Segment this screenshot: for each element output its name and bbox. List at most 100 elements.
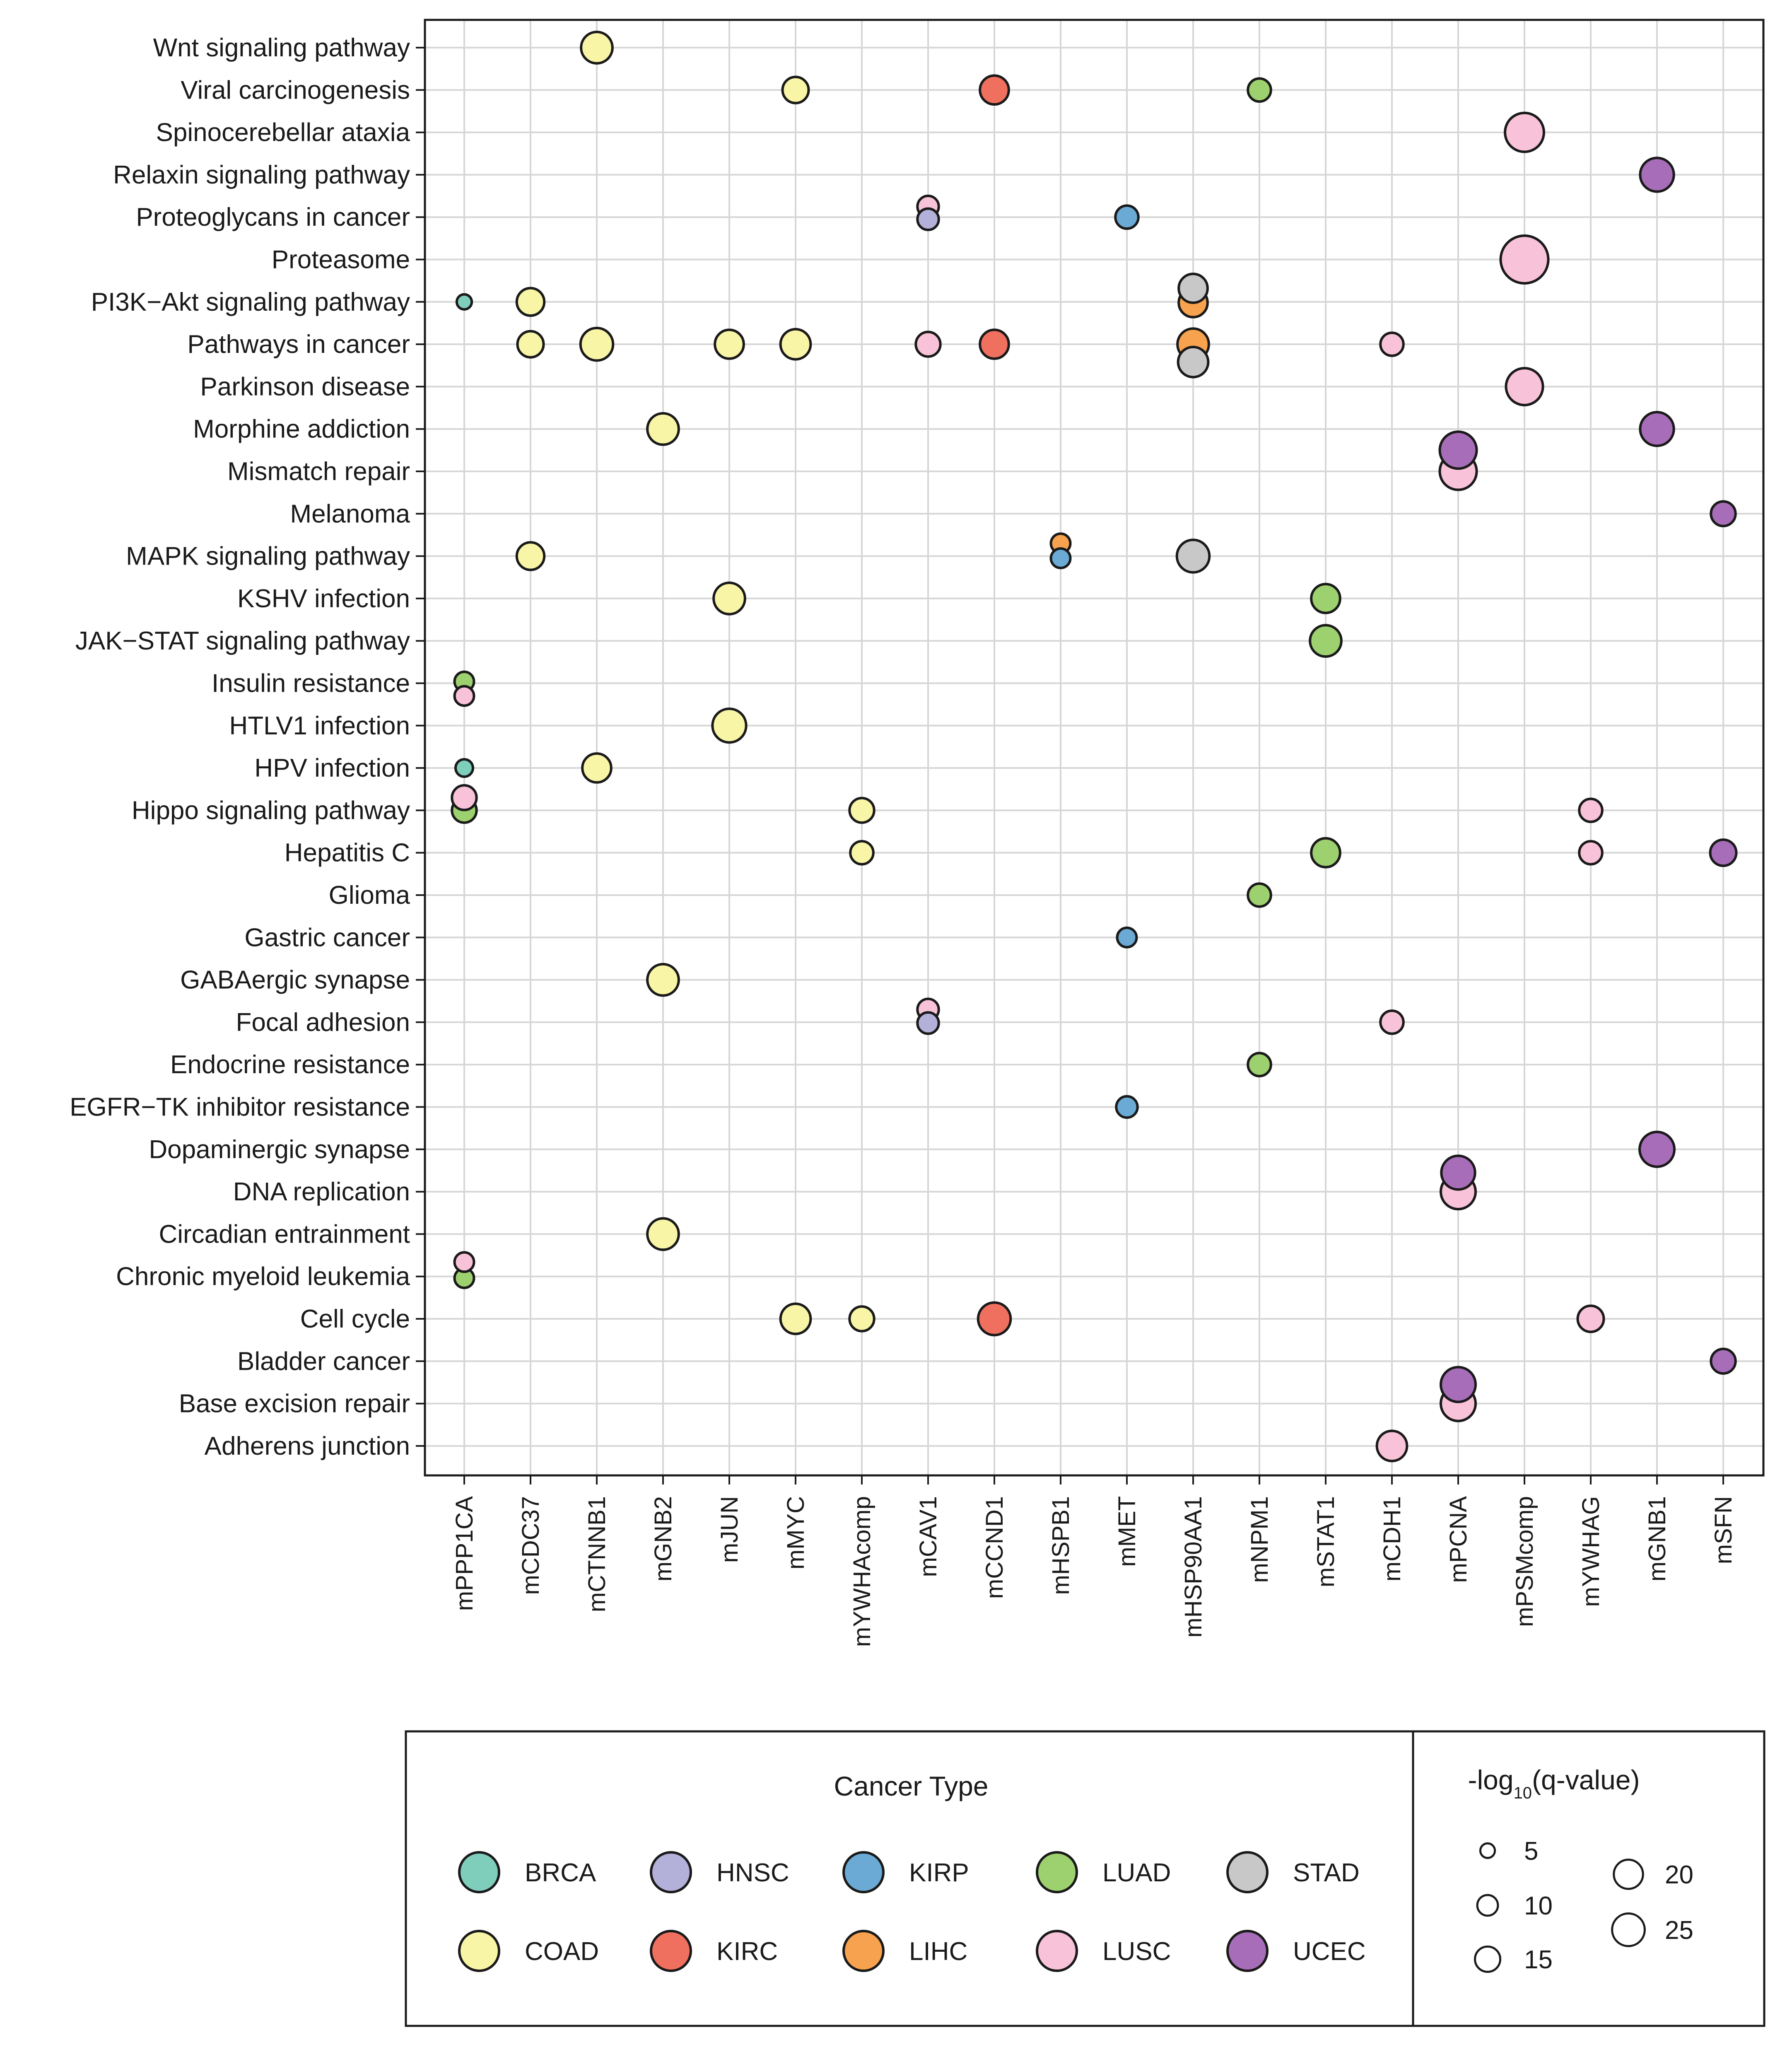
legend-swatch — [458, 1851, 500, 1893]
y-tick-label: Viral carcinogenesis — [181, 76, 410, 104]
data-point — [579, 326, 615, 362]
legend-size-label: 20 — [1665, 1861, 1693, 1889]
legend-swatch — [1226, 1930, 1269, 1972]
x-tick-label: mGNB1 — [1644, 1496, 1671, 1581]
x-tick-label: mCCND1 — [981, 1496, 1008, 1599]
data-point — [1177, 345, 1210, 379]
data-point — [1710, 1347, 1737, 1375]
data-point — [1375, 1429, 1409, 1463]
x-tick-label: mJUN — [716, 1496, 743, 1563]
data-point — [451, 784, 478, 811]
data-point — [453, 685, 475, 707]
legend-size-title-suffix: (q-value) — [1532, 1765, 1640, 1795]
y-tick-label: Mismatch repair — [227, 457, 410, 486]
data-points — [451, 31, 1738, 1463]
y-tick-label: Relaxin signaling pathway — [113, 161, 410, 189]
data-point — [781, 75, 810, 104]
legend-size-label: 25 — [1665, 1916, 1693, 1945]
data-point — [979, 74, 1010, 106]
y-tick-label: EGFR−TK inhibitor resistance — [70, 1093, 410, 1122]
y-tick-label: Gastric cancer — [244, 923, 410, 952]
y-tick-label: Glioma — [329, 881, 410, 910]
y-tick-label: JAK−STAT signaling pathway — [75, 627, 410, 655]
data-point — [1175, 538, 1211, 574]
data-point — [1379, 331, 1405, 357]
data-point — [849, 840, 875, 866]
x-tick-label: mCDC37 — [517, 1496, 544, 1595]
legend-swatch — [842, 1851, 885, 1893]
data-point — [848, 1305, 875, 1332]
x-tick-label: mNPM1 — [1246, 1496, 1273, 1583]
data-point — [1379, 1009, 1405, 1035]
x-tick-label: mYWHAG — [1577, 1496, 1604, 1607]
x-tick-label: mPSMcomp — [1511, 1496, 1538, 1627]
data-point — [1576, 1304, 1605, 1333]
legend-size-label: 15 — [1524, 1946, 1553, 1974]
y-tick-label: HTLV1 infection — [229, 712, 410, 740]
data-point — [580, 31, 614, 65]
data-point — [515, 541, 546, 571]
y-tick-label: Bladder cancer — [237, 1347, 410, 1376]
data-point — [646, 1217, 680, 1251]
data-point — [979, 328, 1010, 360]
legend-size-swatch — [1613, 1859, 1644, 1890]
legend-color-title: Cancer Type — [834, 1771, 989, 1801]
y-tick-label: Hippo signaling pathway — [132, 796, 410, 825]
legend-label: UCEC — [1293, 1937, 1366, 1966]
data-point — [712, 582, 746, 616]
y-tick-label: KSHV infection — [237, 584, 410, 613]
legend-label: KIRP — [909, 1859, 969, 1887]
legend-size-title-prefix: -log — [1468, 1765, 1514, 1795]
y-tick-label: Adherens junction — [205, 1432, 410, 1460]
legend-size-swatch — [1479, 1842, 1496, 1859]
legend-swatch — [1036, 1930, 1078, 1972]
legend-swatch — [842, 1930, 885, 1972]
y-tick-label: Proteoglycans in cancer — [136, 203, 410, 232]
data-point — [1116, 926, 1138, 949]
x-tick-label: mSFN — [1710, 1496, 1737, 1564]
data-point — [1247, 1052, 1272, 1077]
legend-box — [405, 1730, 1765, 2027]
data-point — [1578, 840, 1604, 866]
legend-size-swatch — [1611, 1912, 1646, 1947]
x-tick-label: mYWHAcomp — [849, 1496, 875, 1647]
data-point — [1710, 500, 1737, 527]
x-tick-label: mHSPB1 — [1047, 1496, 1074, 1595]
y-tick-label: Cell cycle — [300, 1305, 410, 1333]
data-point — [1639, 411, 1675, 447]
y-tick-label: HPV infection — [254, 754, 410, 782]
legend-swatch — [1036, 1851, 1078, 1893]
data-point — [1638, 1130, 1676, 1168]
plot-panel — [424, 19, 1765, 1477]
data-point — [1177, 273, 1209, 304]
y-tick-label: Base excision repair — [179, 1390, 410, 1418]
y-tick-label: Dopaminergic synapse — [149, 1135, 410, 1164]
data-point — [1310, 837, 1341, 869]
x-tick-label: mCTNNB1 — [584, 1496, 610, 1612]
data-point — [516, 330, 545, 359]
data-point — [1247, 77, 1272, 103]
data-point — [455, 293, 473, 311]
y-tick-label: PI3K−Akt signaling pathway — [91, 288, 410, 316]
data-point — [916, 207, 940, 232]
x-tick-label: mPCNA — [1445, 1496, 1472, 1583]
grid-lines — [425, 20, 1763, 1475]
y-tick-label: Insulin resistance — [212, 669, 410, 698]
legend-swatch — [650, 1930, 692, 1972]
x-tick-label: mPPP1CA — [451, 1496, 478, 1611]
y-axis-labels: Wnt signaling pathway Viral carcinogenesi… — [70, 34, 425, 1460]
legend-color-entries: BRCA HNSC KIRP LUAD STAD COAD KIRC LIHC LUSC UCEC — [458, 1851, 1366, 1972]
data-point — [1440, 1366, 1477, 1403]
legend-size-entries: 5 10 15 20 25 — [1474, 1837, 1693, 1974]
x-tick-label: mMET — [1114, 1496, 1141, 1567]
data-point — [1115, 1095, 1139, 1119]
data-point — [916, 1011, 940, 1035]
data-point — [646, 963, 680, 997]
data-point — [454, 758, 474, 778]
x-tick-label: mSTAT1 — [1312, 1496, 1339, 1587]
data-point — [914, 331, 942, 358]
legend-label: LIHC — [909, 1937, 967, 1966]
data-point — [1639, 157, 1675, 193]
y-tick-label: Pathways in cancer — [187, 330, 410, 359]
